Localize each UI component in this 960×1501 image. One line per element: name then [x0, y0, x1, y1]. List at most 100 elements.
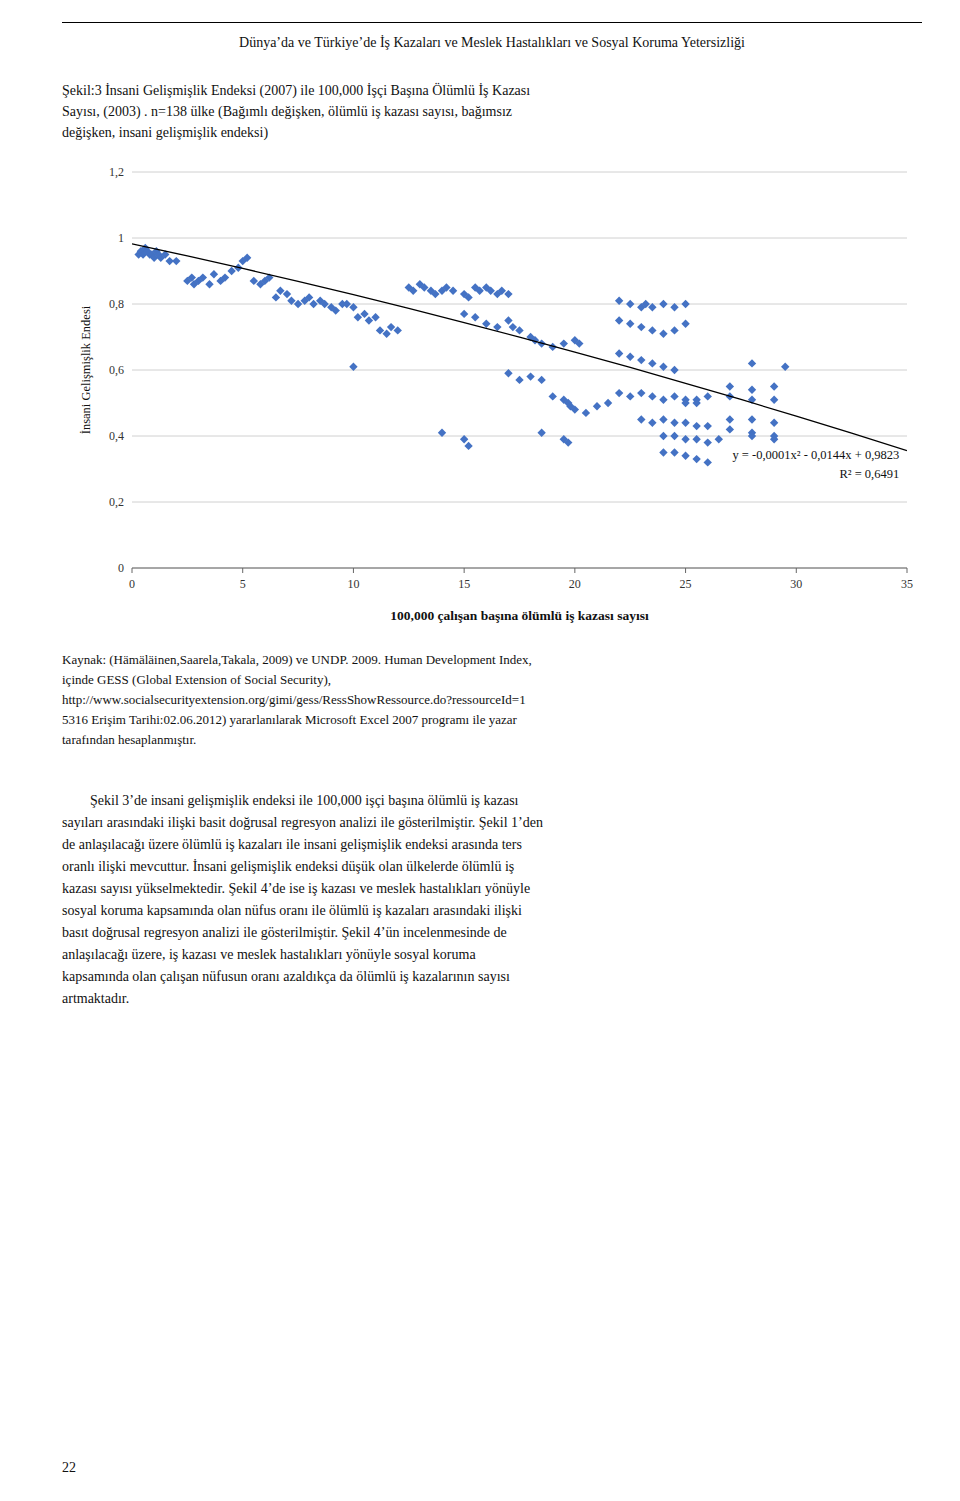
point — [637, 323, 645, 331]
y-tick-label: 0,6 — [109, 363, 124, 377]
point — [726, 425, 734, 433]
point — [449, 287, 457, 295]
point — [349, 363, 357, 371]
grid-line — [132, 568, 907, 569]
point — [670, 366, 678, 374]
caption-line: değişken, insani gelişmişlik endeksi) — [62, 122, 922, 143]
page-number: 22 — [62, 1460, 922, 1476]
point — [670, 448, 678, 456]
annotation-line: y = -0,0001x² - 0,0144x + 0,9823 — [732, 448, 899, 462]
point — [371, 313, 379, 321]
annotation-line: R² = 0,6491 — [839, 467, 899, 481]
point — [648, 303, 656, 311]
caption-line: Sayısı, (2003) . n=138 ülke (Bağımlı değ… — [62, 101, 922, 122]
point — [648, 326, 656, 334]
point — [704, 392, 712, 400]
plot-area — [132, 244, 907, 467]
x-tick — [132, 568, 133, 573]
grid-line — [132, 172, 907, 173]
point — [537, 376, 545, 384]
point — [471, 313, 479, 321]
grid-line — [132, 370, 907, 371]
x-axis-line — [132, 568, 907, 569]
point — [681, 320, 689, 328]
point — [615, 389, 623, 397]
point — [626, 300, 634, 308]
point — [382, 330, 390, 338]
x-tick-label: 5 — [240, 577, 246, 591]
x-tick — [242, 568, 243, 573]
point — [681, 300, 689, 308]
point — [360, 310, 368, 318]
point — [748, 415, 756, 423]
grid-line — [132, 304, 907, 305]
point — [715, 435, 723, 443]
point — [681, 399, 689, 407]
y-tick-label: 0,8 — [109, 297, 124, 311]
point — [670, 419, 678, 427]
x-tick — [464, 568, 465, 573]
point — [571, 405, 579, 413]
point — [704, 438, 712, 446]
header-text: Dünya’da ve Türkiye’de İş Kazaları ve Me… — [62, 23, 922, 51]
y-axis-label: İnsani Gelişmişlik Endesi — [79, 305, 93, 434]
point — [748, 359, 756, 367]
x-tick — [796, 568, 797, 573]
point — [670, 326, 678, 334]
x-axis-label: 100,000 çalışan başına ölümlü iş kazası … — [390, 608, 649, 623]
x-tick — [353, 568, 354, 573]
point — [659, 432, 667, 440]
body-line: anlaşılacağı üzere, iş kazası ve meslek … — [62, 944, 922, 966]
chart: 00,20,40,60,811,205101520253035y = -0,00… — [62, 160, 922, 630]
header: Dünya’da ve Türkiye’de İş Kazaları ve Me… — [62, 22, 922, 63]
point — [670, 432, 678, 440]
point — [460, 435, 468, 443]
body-line: kazası sayısı yükselmektedir. Şekil 4’de… — [62, 878, 922, 900]
point — [221, 273, 229, 281]
point — [648, 359, 656, 367]
trendline — [132, 244, 907, 451]
caption: Şekil:3 İnsani Gelişmişlik Endeksi (2007… — [62, 80, 922, 143]
body-line: basıt doğrusal regresyon analizi ile gös… — [62, 922, 922, 944]
grid-line — [132, 238, 907, 239]
point — [692, 455, 700, 463]
point — [681, 435, 689, 443]
point — [637, 356, 645, 364]
point — [659, 300, 667, 308]
body-line: artmaktadır. — [62, 988, 922, 1010]
body-text: Şekil 3’de insani gelişmişlik endeksi il… — [62, 790, 922, 1010]
point — [659, 396, 667, 404]
point — [748, 386, 756, 394]
point — [626, 353, 634, 361]
point — [748, 432, 756, 440]
point — [692, 435, 700, 443]
point — [464, 293, 472, 301]
point — [659, 448, 667, 456]
source-line: 5316 Erişim Tarihi:02.06.2012) yararlanı… — [62, 710, 922, 730]
body-line: sayıları arasındaki ilişki basit doğrusa… — [62, 812, 922, 834]
x-tick — [907, 568, 908, 573]
y-tick-label: 0 — [118, 561, 124, 575]
point — [670, 392, 678, 400]
source-line: Kaynak: (Hämäläinen,Saarela,Takala, 2009… — [62, 650, 922, 670]
body-line: kapsamında olan çalışan nüfusun oranı az… — [62, 966, 922, 988]
point — [438, 429, 446, 437]
point — [504, 290, 512, 298]
point — [615, 349, 623, 357]
point — [526, 372, 534, 380]
point — [637, 389, 645, 397]
point — [305, 293, 313, 301]
point — [781, 363, 789, 371]
point — [464, 442, 472, 450]
body-line: Şekil 3’de insani gelişmişlik endeksi il… — [62, 790, 922, 812]
point — [626, 392, 634, 400]
point — [460, 310, 468, 318]
point — [670, 303, 678, 311]
point — [681, 419, 689, 427]
point — [770, 419, 778, 427]
point — [560, 339, 568, 347]
point — [549, 392, 557, 400]
point — [659, 415, 667, 423]
y-tick-label: 1 — [118, 231, 124, 245]
point — [626, 320, 634, 328]
